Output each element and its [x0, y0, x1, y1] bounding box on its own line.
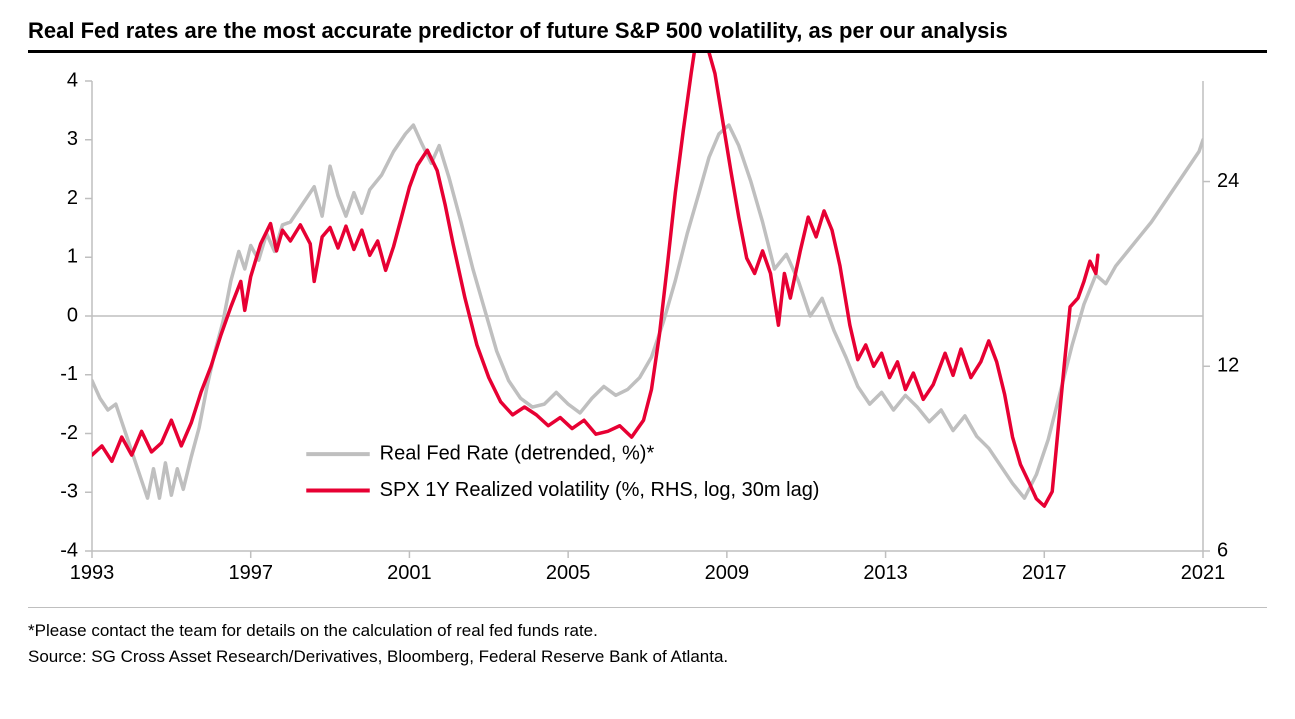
- x-tick-label: 2005: [546, 562, 591, 584]
- y-left-tick-label: 0: [67, 304, 78, 326]
- y-left-tick-label: 3: [67, 128, 78, 150]
- y-left-tick-label: 1: [67, 246, 78, 268]
- y-right-tick-label: 12: [1217, 355, 1239, 377]
- x-tick-label: 2001: [387, 562, 432, 584]
- x-tick-label: 1993: [70, 562, 115, 584]
- chart-title: Real Fed rates are the most accurate pre…: [28, 18, 1267, 50]
- source-text: Source: SG Cross Asset Research/Derivati…: [28, 644, 1267, 670]
- y-left-tick-label: -2: [60, 422, 78, 444]
- page: Real Fed rates are the most accurate pre…: [0, 0, 1295, 719]
- x-tick-label: 2013: [863, 562, 908, 584]
- y-left-tick-label: -3: [60, 481, 78, 503]
- legend-label: SPX 1Y Realized volatility (%, RHS, log,…: [380, 479, 820, 501]
- x-tick-label: 2021: [1181, 562, 1226, 584]
- footnote-rule: [28, 607, 1267, 608]
- chart-svg: -4-3-2-101234612241993199720012005200920…: [28, 53, 1267, 593]
- footnote-text: *Please contact the team for details on …: [28, 618, 1267, 644]
- y-right-tick-label: 24: [1217, 170, 1239, 192]
- x-tick-label: 2009: [705, 562, 750, 584]
- y-left-tick-label: -1: [60, 363, 78, 385]
- y-left-tick-label: 2: [67, 187, 78, 209]
- chart-container: -4-3-2-101234612241993199720012005200920…: [28, 53, 1267, 593]
- x-tick-label: 1997: [228, 562, 273, 584]
- y-left-tick-label: 4: [67, 69, 78, 91]
- y-right-tick-label: 6: [1217, 539, 1228, 561]
- x-tick-label: 2017: [1022, 562, 1067, 584]
- series-line: [92, 53, 1098, 506]
- y-left-tick-label: -4: [60, 539, 78, 561]
- legend-label: Real Fed Rate (detrended, %)*: [380, 442, 655, 464]
- legend: Real Fed Rate (detrended, %)* SPX 1Y Real…: [306, 442, 819, 500]
